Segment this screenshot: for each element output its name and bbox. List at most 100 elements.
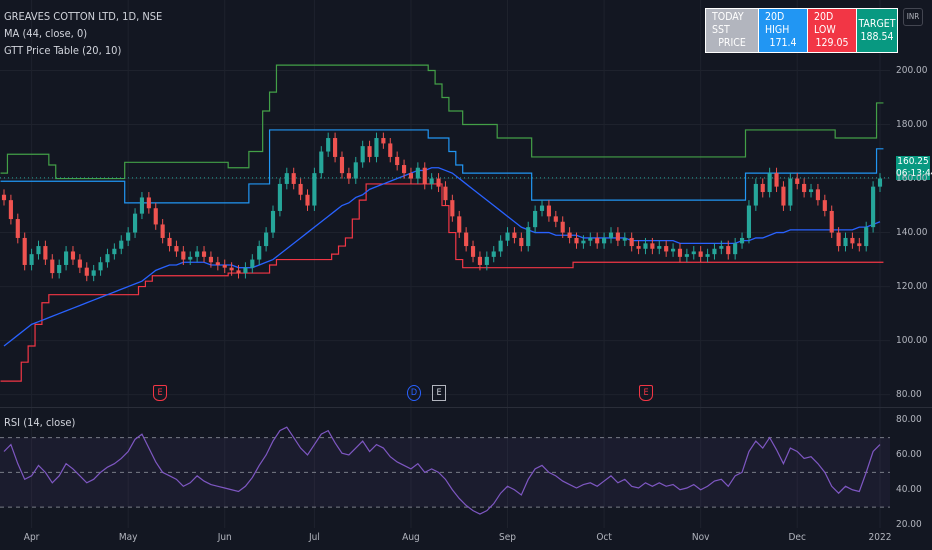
- candle-body: [250, 259, 255, 268]
- candle-body: [70, 251, 76, 260]
- candle-body: [188, 256, 193, 260]
- time-tick-label: Nov: [691, 532, 710, 543]
- candle-body: [215, 262, 220, 265]
- candle-body: [236, 270, 241, 274]
- time-tick-label: Apr: [23, 532, 40, 543]
- candle-body: [222, 264, 227, 268]
- candle-body: [622, 237, 627, 241]
- candles: [1, 132, 883, 282]
- price-tick-label: 200.00: [896, 64, 928, 76]
- candle-body: [746, 205, 752, 238]
- table-cell-target-label: TARGET: [858, 17, 896, 30]
- candle-body: [84, 267, 89, 276]
- candle-body: [270, 210, 276, 233]
- candle-body: [291, 173, 296, 184]
- candle-body: [815, 189, 820, 201]
- candle-body: [132, 213, 138, 233]
- candle-body: [401, 165, 407, 174]
- candle-body: [505, 232, 510, 241]
- candle-body: [146, 197, 151, 209]
- earnings-marker[interactable]: E: [153, 385, 167, 401]
- candle-body: [705, 254, 710, 257]
- time-tick-label: Oct: [596, 532, 612, 543]
- candle-body: [443, 186, 448, 201]
- table-cell-20d-low-label: 20D LOW: [814, 11, 836, 36]
- candle-body: [264, 232, 269, 247]
- candle-body: [415, 167, 420, 179]
- candle-body: [760, 183, 765, 193]
- earnings-marker[interactable]: E: [639, 385, 653, 401]
- candle-body: [567, 232, 572, 238]
- legend-rsi[interactable]: RSI (14, close): [4, 416, 76, 429]
- candle-body: [36, 246, 41, 255]
- candle-body: [477, 256, 483, 265]
- candle-body: [29, 254, 34, 265]
- time-tick-label: Dec: [788, 532, 806, 543]
- candle-body: [857, 243, 862, 247]
- table-cell-20d-high-value: 171.4: [769, 37, 797, 49]
- candle-body: [450, 200, 455, 217]
- donchian-high-line: [0, 129, 884, 204]
- last-price-tag: 160.25 06:13:44: [896, 156, 932, 180]
- candle-body: [367, 146, 372, 157]
- candle-body: [636, 246, 641, 249]
- candle-body: [381, 138, 386, 144]
- table-cell-20d-low: 20D LOW 129.05: [808, 9, 856, 52]
- candle-body: [643, 243, 648, 249]
- rsi-tick-label: 20.00: [896, 518, 922, 530]
- currency-badge[interactable]: INR: [903, 8, 923, 26]
- candle-body: [526, 227, 531, 247]
- candle-body: [802, 183, 807, 193]
- table-cell-20d-low-value: 129.05: [815, 37, 849, 49]
- candle-body: [243, 267, 248, 274]
- candle-body: [388, 143, 393, 157]
- table-cell-sst-label: TODAY SST: [712, 11, 744, 36]
- candle-body: [470, 246, 476, 257]
- candle-body: [50, 259, 55, 274]
- rsi-pane: [0, 426, 890, 515]
- time-tick-label: 2022: [868, 532, 892, 543]
- candle-body: [360, 146, 365, 163]
- candle-body: [843, 237, 848, 247]
- grid: [0, 0, 890, 528]
- candle-body: [298, 183, 303, 195]
- candle-body: [519, 237, 524, 247]
- candle-body: [560, 221, 565, 233]
- candle-body: [43, 246, 48, 260]
- candle-body: [57, 264, 62, 274]
- candle-body: [608, 232, 614, 238]
- candle-body: [464, 232, 469, 247]
- candle-body: [822, 200, 827, 211]
- candle-body: [112, 248, 117, 255]
- candle-body: [677, 248, 683, 257]
- gtt-price-table: TODAY SST PRICE 20D HIGH 171.4 20D LOW 1…: [705, 8, 898, 53]
- candle-body: [174, 246, 179, 252]
- candle-body: [539, 205, 545, 211]
- candle-body: [726, 246, 731, 255]
- legend-gtt[interactable]: GTT Price Table (20, 10): [4, 44, 122, 57]
- candle-body: [850, 237, 855, 244]
- candle-body: [195, 251, 200, 257]
- rsi-band-fill: [0, 437, 890, 508]
- candle-body: [581, 240, 586, 244]
- time-tick-label: Jun: [217, 532, 232, 543]
- candle-body: [671, 248, 676, 252]
- candle-body: [484, 256, 489, 265]
- legend-symbol[interactable]: GREAVES COTTON LTD, 1D, NSE: [4, 10, 163, 23]
- time-tick-label: Sep: [499, 532, 516, 543]
- pane-separator[interactable]: [0, 407, 932, 408]
- candle-body: [684, 254, 689, 257]
- candle-body: [422, 167, 427, 184]
- legend-ma[interactable]: MA (44, close, 0): [4, 27, 88, 40]
- candle-body: [836, 232, 841, 247]
- price-tick-label: 160.00: [896, 172, 928, 184]
- earnings-marker[interactable]: E: [432, 385, 446, 401]
- candle-body: [871, 186, 876, 228]
- candle-body: [201, 251, 207, 257]
- dividend-marker[interactable]: D: [407, 385, 421, 401]
- candle-body: [546, 205, 551, 217]
- table-cell-sst-value: PRICE: [718, 37, 746, 49]
- candle-body: [719, 246, 724, 249]
- price-tick-label: 100.00: [896, 334, 928, 346]
